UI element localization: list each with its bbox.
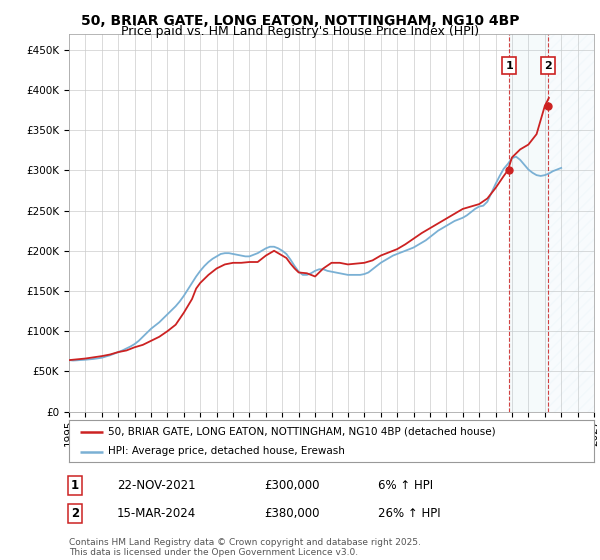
Text: 1: 1 <box>505 61 513 71</box>
Text: 6% ↑ HPI: 6% ↑ HPI <box>378 479 433 492</box>
Text: 1: 1 <box>71 479 79 492</box>
Text: 22-NOV-2021: 22-NOV-2021 <box>117 479 196 492</box>
Text: £300,000: £300,000 <box>264 479 320 492</box>
Text: Price paid vs. HM Land Registry's House Price Index (HPI): Price paid vs. HM Land Registry's House … <box>121 25 479 38</box>
Text: 2: 2 <box>71 507 79 520</box>
Text: HPI: Average price, detached house, Erewash: HPI: Average price, detached house, Erew… <box>109 446 345 456</box>
Text: 50, BRIAR GATE, LONG EATON, NOTTINGHAM, NG10 4BP: 50, BRIAR GATE, LONG EATON, NOTTINGHAM, … <box>81 14 519 28</box>
Text: 26% ↑ HPI: 26% ↑ HPI <box>378 507 440 520</box>
Bar <box>548 34 594 412</box>
Text: Contains HM Land Registry data © Crown copyright and database right 2025.
This d: Contains HM Land Registry data © Crown c… <box>69 538 421 557</box>
Bar <box>509 34 548 412</box>
Text: 50, BRIAR GATE, LONG EATON, NOTTINGHAM, NG10 4BP (detached house): 50, BRIAR GATE, LONG EATON, NOTTINGHAM, … <box>109 427 496 437</box>
Text: 15-MAR-2024: 15-MAR-2024 <box>117 507 196 520</box>
Text: 2: 2 <box>544 61 552 71</box>
Text: £380,000: £380,000 <box>264 507 320 520</box>
